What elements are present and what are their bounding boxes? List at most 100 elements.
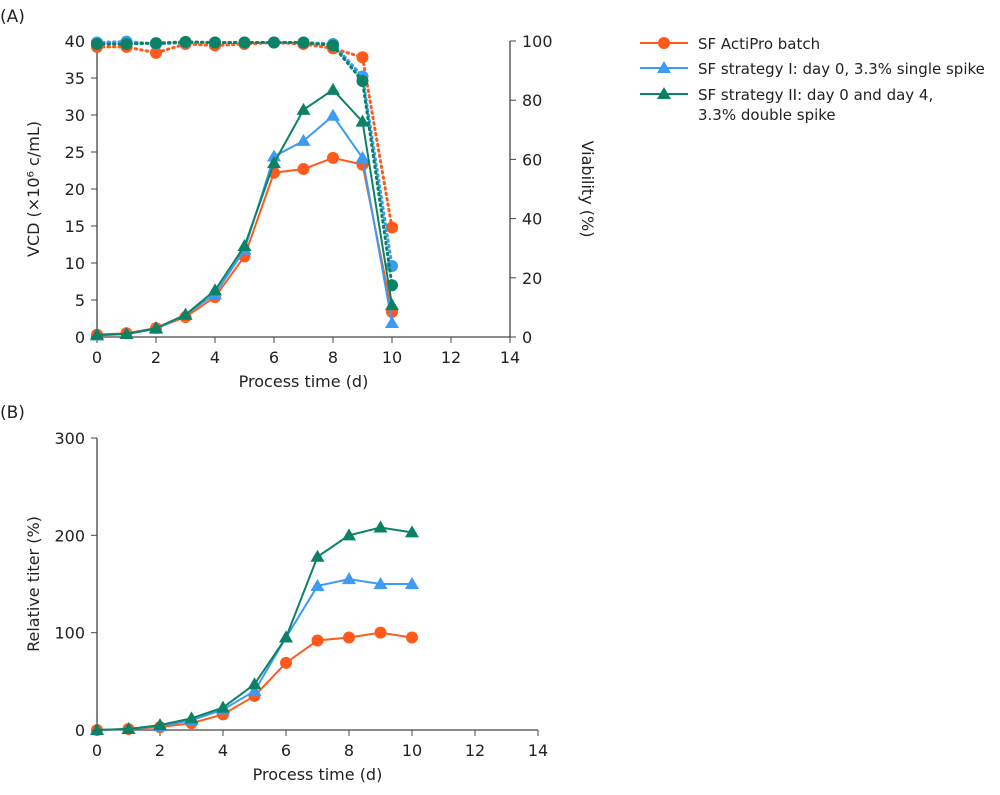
x-tick-label: 12 xyxy=(465,741,485,760)
data-point xyxy=(150,46,162,59)
data-point xyxy=(247,684,262,697)
data-point xyxy=(120,37,133,50)
data-point xyxy=(374,626,387,639)
data-point xyxy=(386,221,398,234)
x-tick-label: 2 xyxy=(155,741,165,760)
y2-axis-label: Viability (%) xyxy=(578,141,597,238)
data-point xyxy=(247,677,262,690)
data-point xyxy=(310,578,325,591)
y-tick-label: 20 xyxy=(65,180,85,199)
legend-label: SF strategy I: day 0, 3.3% single spike xyxy=(698,60,985,78)
y-axis-label: VCD (×10⁶ c/mL) xyxy=(24,121,43,257)
data-point xyxy=(327,151,339,164)
data-point xyxy=(326,108,340,121)
y-tick-label: 0 xyxy=(75,328,85,347)
legend-marker xyxy=(657,61,671,73)
data-point xyxy=(296,102,311,115)
x-tick-label: 0 xyxy=(92,741,102,760)
x-tick-label: 10 xyxy=(402,741,422,760)
panel-label: (B) xyxy=(0,403,25,423)
data-point xyxy=(405,525,419,538)
data-point xyxy=(178,307,193,320)
data-point xyxy=(90,327,104,340)
y2-tick-label: 0 xyxy=(522,328,532,347)
data-point xyxy=(385,315,399,328)
x-tick-label: 14 xyxy=(528,741,548,760)
data-point xyxy=(121,722,136,735)
y-tick-label: 100 xyxy=(54,624,85,643)
data-point xyxy=(216,700,230,713)
data-point xyxy=(209,36,221,49)
x-tick-label: 14 xyxy=(500,348,520,367)
y-axis-label: Relative titer (%) xyxy=(24,516,43,652)
data-point xyxy=(355,114,370,127)
data-point xyxy=(91,37,103,50)
x-tick-label: 4 xyxy=(210,348,220,367)
data-point xyxy=(343,631,355,644)
data-point xyxy=(297,36,310,49)
data-point xyxy=(153,718,167,731)
data-point xyxy=(119,327,134,340)
x-tick-label: 8 xyxy=(344,741,354,760)
data-point xyxy=(311,634,324,647)
data-point xyxy=(342,572,356,585)
data-point xyxy=(406,631,418,644)
data-point xyxy=(373,520,388,533)
data-point xyxy=(268,36,280,49)
y-tick-label: 5 xyxy=(75,291,85,310)
data-point xyxy=(297,163,310,176)
legend-label: SF strategy II: day 0 and day 4, xyxy=(698,86,933,104)
data-point xyxy=(208,283,222,296)
x-tick-label: 10 xyxy=(382,348,402,367)
x-tick-label: 6 xyxy=(281,741,291,760)
data-point xyxy=(279,630,293,643)
data-point xyxy=(237,238,252,251)
data-point xyxy=(238,36,251,49)
y2-tick-label: 40 xyxy=(522,210,542,229)
data-point xyxy=(356,74,369,87)
x-tick-label: 2 xyxy=(151,348,161,367)
series-line xyxy=(96,88,393,336)
data-point xyxy=(405,577,419,589)
y-tick-label: 30 xyxy=(65,106,85,125)
data-point xyxy=(90,723,104,735)
x-tick-label: 0 xyxy=(92,348,102,367)
y-tick-label: 10 xyxy=(65,254,85,273)
data-point xyxy=(355,150,370,163)
series-line xyxy=(96,114,393,337)
data-point xyxy=(267,156,281,169)
panel-label: (A) xyxy=(0,7,25,27)
y-tick-label: 25 xyxy=(65,143,85,162)
series-line xyxy=(95,40,394,229)
legend-label: SF ActiPro batch xyxy=(698,35,820,53)
y-tick-label: 35 xyxy=(65,69,85,88)
legend-marker xyxy=(657,87,671,99)
data-point xyxy=(184,711,199,724)
x-axis-label: Process time (d) xyxy=(239,372,369,391)
y2-tick-label: 80 xyxy=(522,91,542,110)
series-line xyxy=(95,40,394,268)
y2-tick-label: 60 xyxy=(522,150,542,169)
data-point xyxy=(356,51,369,64)
data-point xyxy=(280,656,292,669)
y-tick-label: 200 xyxy=(54,526,85,545)
data-point xyxy=(296,133,311,146)
y-tick-label: 300 xyxy=(54,429,85,448)
y-tick-label: 40 xyxy=(65,32,85,51)
y2-tick-label: 100 xyxy=(522,32,553,51)
data-point xyxy=(385,298,399,311)
x-tick-label: 4 xyxy=(218,741,228,760)
y-tick-label: 0 xyxy=(75,721,85,740)
x-tick-label: 6 xyxy=(269,348,279,367)
data-point xyxy=(310,549,325,562)
x-tick-label: 8 xyxy=(328,348,338,367)
legend-label: 3.3% double spike xyxy=(698,106,836,124)
data-point xyxy=(326,82,340,95)
x-axis-label: Process time (d) xyxy=(253,765,383,784)
data-point xyxy=(150,37,162,50)
data-point xyxy=(342,528,356,541)
data-point xyxy=(149,321,163,334)
y2-tick-label: 20 xyxy=(522,269,542,288)
